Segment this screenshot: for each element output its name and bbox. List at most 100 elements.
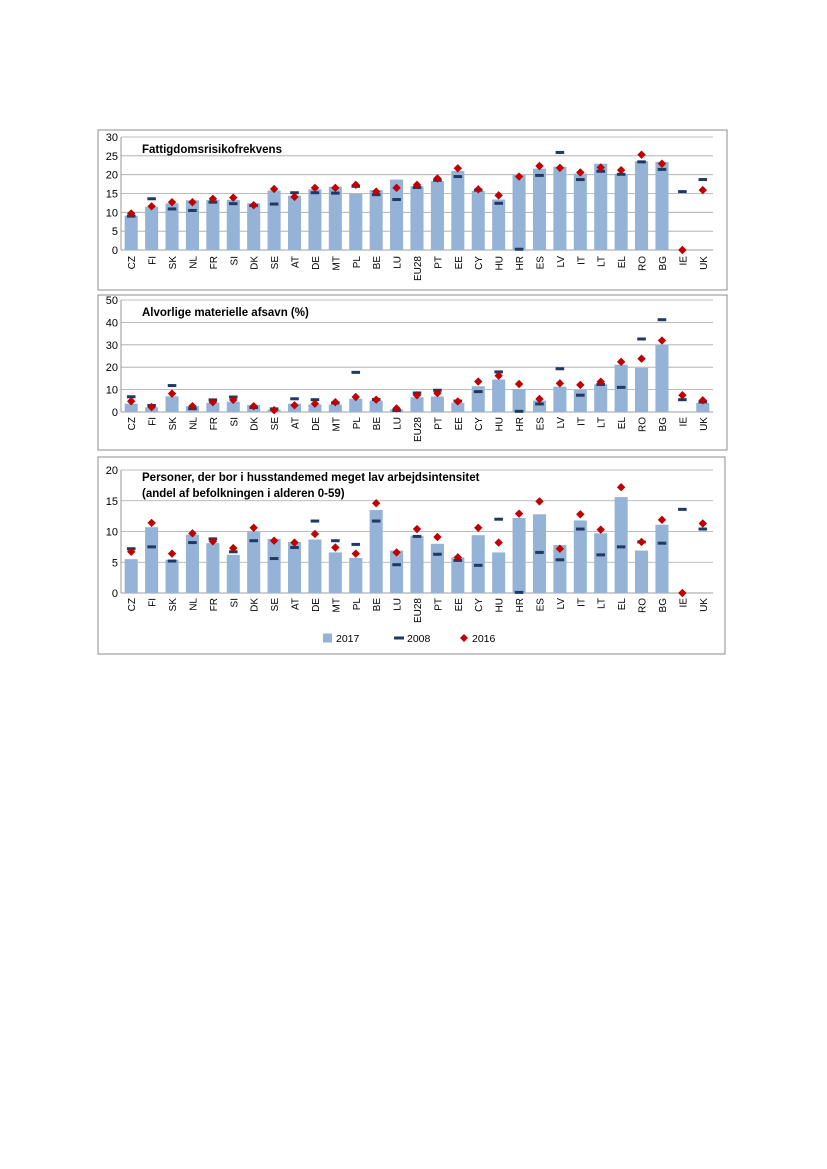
marker-2016-hu [494, 191, 503, 200]
marker-2016-lt [596, 525, 605, 534]
bar-2017-bg [655, 161, 669, 250]
marker-2008-ro [637, 337, 646, 341]
y-tick-label: 30 [106, 132, 118, 144]
category-label-be: BE [372, 256, 383, 270]
category-label-de: DE [311, 256, 322, 270]
category-label-ro: RO [638, 256, 649, 271]
category-label-eu28: EU28 [413, 598, 424, 623]
category-label-pl: PL [352, 417, 363, 430]
y-tick-label: 25 [106, 151, 118, 163]
chart-subtitle: (andel af befolkningen i alderen 0-59) [142, 488, 345, 500]
marker-2016-de [310, 399, 320, 408]
marker-2016-ee [453, 397, 463, 406]
bar-2017-si [226, 554, 240, 593]
category-label-dk: DK [250, 598, 261, 612]
bar-2017-de [308, 189, 322, 250]
y-tick-label: 0 [112, 407, 118, 419]
bar-2017-lt [594, 533, 608, 593]
y-tick-label: 20 [106, 465, 118, 477]
category-label-hu: HU [495, 598, 506, 612]
marker-2016-ie [678, 588, 687, 598]
category-label-el: EL [617, 256, 628, 269]
category-label-cy: CY [474, 256, 485, 270]
marker-2016-lv [555, 379, 565, 388]
marker-2016-es [535, 394, 544, 404]
marker-2016-cy [474, 377, 483, 386]
marker-2016-el [616, 483, 626, 492]
marker-2016-dk [249, 401, 258, 411]
category-label-fi: FI [148, 598, 159, 607]
bar-2017-it [573, 520, 587, 593]
category-label-lt: LT [597, 417, 608, 428]
legend-2017-swatch [323, 633, 332, 643]
marker-2016-si [229, 543, 238, 553]
category-label-be: BE [372, 598, 383, 612]
marker-2008-se [269, 202, 279, 206]
bar-2017-lt [594, 384, 608, 412]
bar-2017-ee [451, 170, 465, 250]
category-label-pt: PT [433, 417, 444, 430]
marker-2016-lt [596, 377, 605, 386]
bar-2017-mt [328, 552, 342, 593]
category-label-pl: PL [352, 256, 363, 269]
marker-2008-lu [392, 563, 401, 567]
marker-2016-nl [188, 197, 197, 207]
marker-2016-si [229, 395, 238, 405]
bar-2017-pt [430, 396, 444, 412]
category-label-sk: SK [168, 417, 179, 431]
marker-2016-eu28 [412, 524, 422, 534]
legend-2017-label: 2017 [336, 633, 360, 645]
legend-2008-label: 2008 [407, 633, 431, 645]
marker-2016-lu [392, 548, 401, 557]
y-tick-label: 20 [106, 362, 118, 374]
category-label-de: DE [311, 417, 322, 431]
marker-2008-at [290, 545, 299, 549]
legend-2016-swatch [460, 634, 468, 642]
marker-2016-uk [698, 519, 707, 528]
category-label-fr: FR [209, 598, 220, 611]
marker-2016-pl [351, 392, 360, 402]
marker-2016-es [535, 161, 544, 171]
marker-2016-se [269, 536, 279, 545]
category-label-lu: LU [393, 598, 404, 611]
category-label-nl: NL [188, 598, 199, 611]
marker-2016-cy [474, 185, 483, 194]
marker-2016-lu [392, 183, 401, 193]
marker-2016-fi [147, 402, 156, 412]
bar-2017-fr [206, 402, 220, 412]
marker-2008-sk [167, 384, 177, 388]
category-label-lv: LV [556, 598, 567, 610]
marker-2016-bg [657, 515, 667, 525]
marker-2008-hu [494, 517, 503, 521]
marker-2016-fr [208, 537, 218, 546]
category-label-se: SE [270, 598, 281, 612]
marker-2008-pl [351, 370, 361, 374]
marker-2016-fi [147, 518, 156, 528]
marker-2016-eu28 [412, 391, 422, 400]
bar-2017-hu [492, 379, 506, 412]
category-label-pl: PL [352, 598, 363, 611]
category-label-ie: IE [678, 417, 689, 427]
bar-2017-se [267, 538, 281, 593]
category-label-cz: CZ [127, 417, 138, 430]
marker-2016-fr [208, 194, 218, 203]
category-label-it: IT [576, 598, 587, 607]
marker-2016-be [371, 187, 381, 196]
category-label-eu28: EU28 [413, 417, 424, 442]
bar-2017-lu [390, 550, 404, 593]
marker-2016-cz [127, 547, 136, 556]
category-label-it: IT [576, 256, 587, 265]
bar-2017-be [369, 190, 383, 250]
marker-2016-bg [657, 159, 667, 168]
category-label-ro: RO [638, 598, 649, 613]
bar-2017-pt [430, 181, 444, 250]
marker-2016-nl [188, 401, 197, 411]
category-label-pt: PT [433, 598, 444, 611]
category-label-cz: CZ [127, 256, 138, 269]
marker-2016-ie [678, 245, 687, 255]
category-label-ie: IE [678, 598, 689, 608]
category-label-pt: PT [433, 256, 444, 269]
bar-2017-pt [430, 543, 444, 593]
category-label-es: ES [535, 598, 546, 612]
